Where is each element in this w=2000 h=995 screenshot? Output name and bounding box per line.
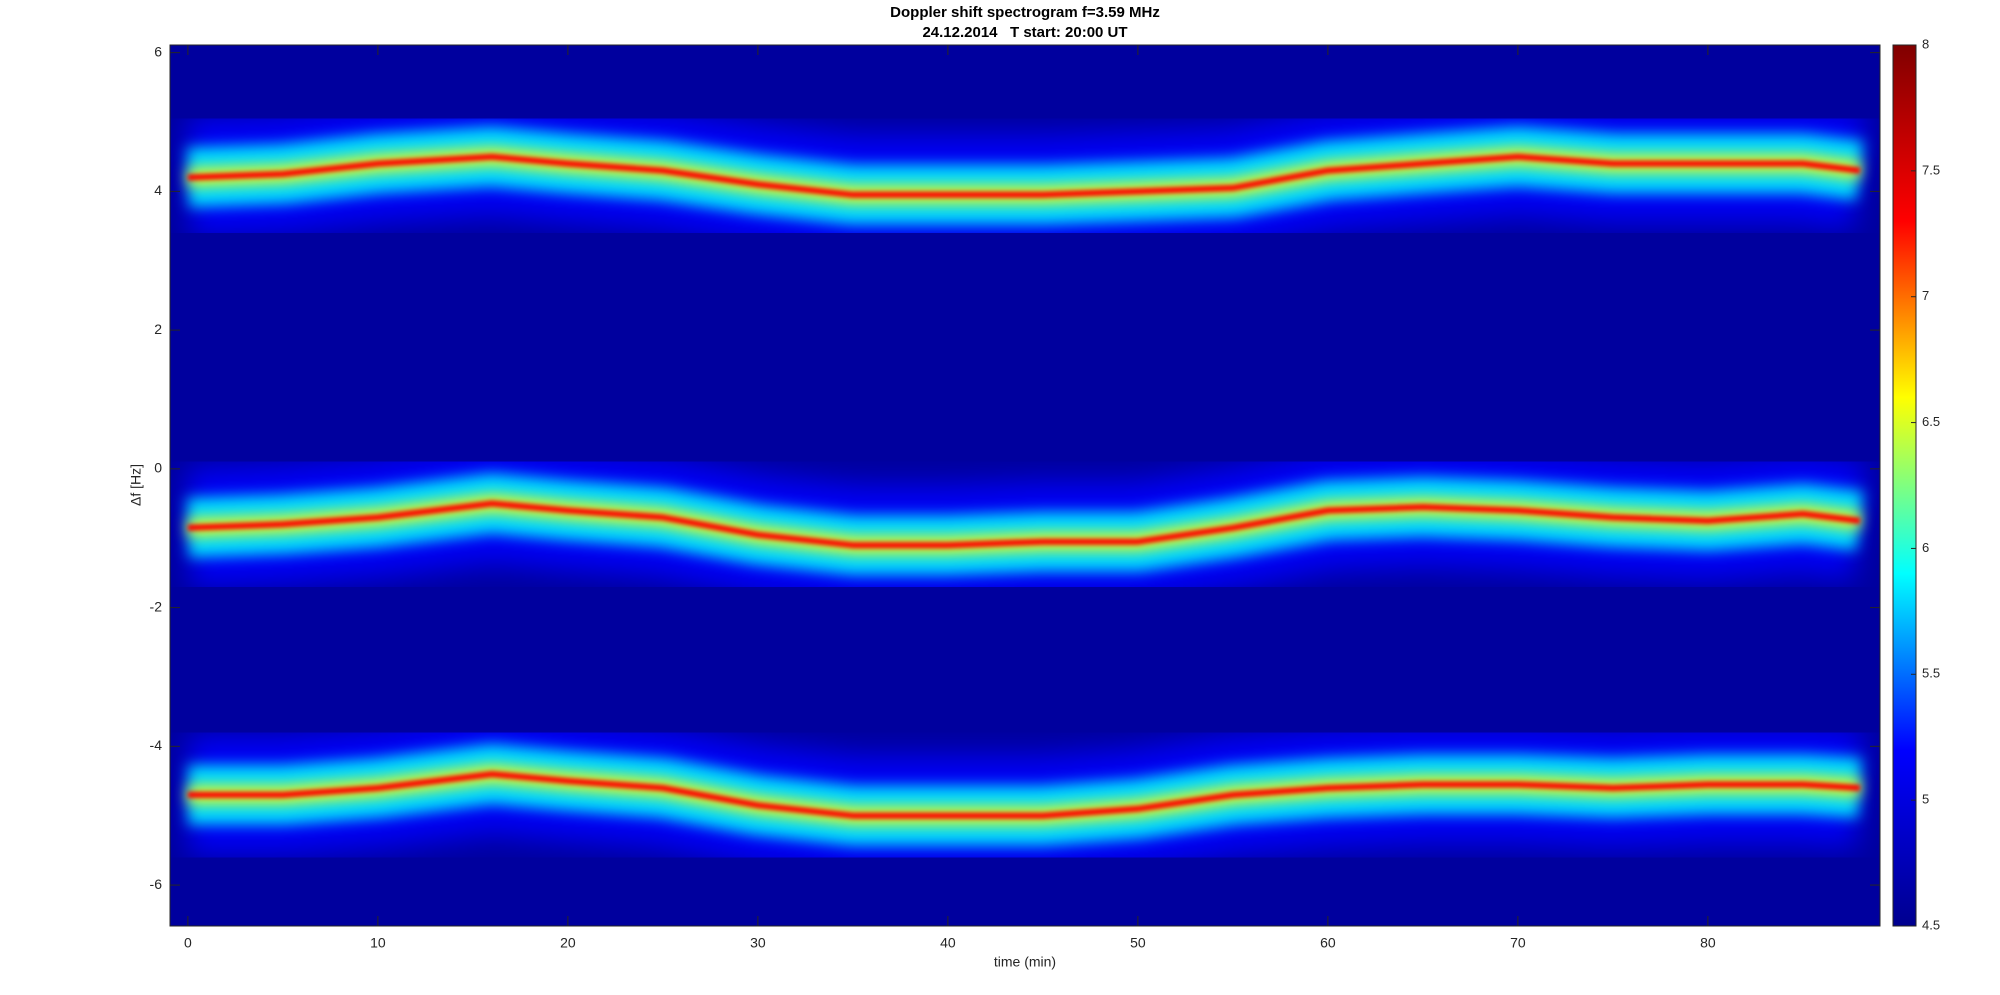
colorbar: [1892, 44, 1917, 927]
colorbar-tick-label: 7.5: [1922, 162, 1940, 177]
y-tick-label: -4: [150, 737, 163, 753]
x-tick-label: 0: [184, 935, 192, 951]
chart-title: Doppler shift spectrogram f=3.59 MHz: [890, 4, 1160, 21]
x-tick-label: 10: [370, 935, 386, 951]
spectrogram-layer: [185, 96, 1868, 876]
y-tick-label: -6: [150, 876, 163, 892]
colorbar-tick-label: 7: [1922, 288, 1929, 303]
colorbar-tick-label: 6.5: [1922, 414, 1940, 429]
y-tick-label: -2: [150, 598, 163, 614]
x-tick-label: 50: [1130, 935, 1146, 951]
x-tick-label: 70: [1510, 935, 1526, 951]
y-tick-label: 4: [154, 182, 162, 198]
doppler-trace: [187, 153, 1861, 198]
colorbar-tick-label: 4.5: [1922, 917, 1940, 932]
x-axis-label: time (min): [994, 954, 1056, 970]
doppler-trace: [187, 771, 1861, 819]
colorbar-tick-label: 8: [1922, 36, 1929, 51]
chart-subtitle: 24.12.2014 T start: 20:00 UT: [922, 24, 1127, 41]
plot-frame: [169, 44, 1881, 927]
x-tick-label: 80: [1700, 935, 1716, 951]
y-axis-label: Δf [Hz]: [128, 464, 144, 506]
y-tick-label: 6: [154, 43, 162, 59]
y-tick-label: 2: [154, 321, 162, 337]
y-tick-label: 0: [154, 460, 162, 476]
doppler-trace: [187, 500, 1861, 549]
colorbar-tick-label: 6: [1922, 540, 1929, 555]
x-tick-label: 40: [940, 935, 956, 951]
x-tick-label: 30: [750, 935, 766, 951]
x-tick-label: 20: [560, 935, 576, 951]
colorbar-tick-label: 5: [1922, 792, 1929, 807]
colorbar-tick-label: 5.5: [1922, 666, 1940, 681]
x-tick-label: 60: [1320, 935, 1336, 951]
